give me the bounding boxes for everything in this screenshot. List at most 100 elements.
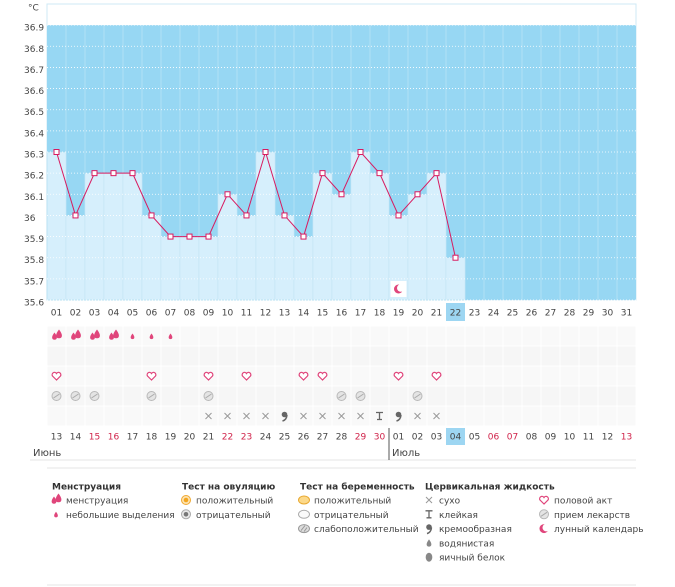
cell	[122, 365, 143, 387]
y-tick-label: 35.9	[24, 235, 44, 245]
point	[53, 149, 60, 155]
heart-icon	[298, 371, 309, 381]
creamy-icon	[282, 414, 288, 422]
x-tick-label: 11	[241, 309, 252, 319]
drop-icon	[54, 511, 58, 518]
date-label: 01	[393, 433, 404, 443]
cell	[312, 325, 333, 347]
point	[186, 233, 193, 240]
date-label: 23	[241, 433, 252, 443]
point	[148, 212, 155, 219]
drop-icon	[52, 332, 57, 340]
x-tick-label: 23	[469, 309, 480, 319]
x-tick-label: 15	[317, 309, 328, 319]
y-tick-label: 36.9	[24, 24, 44, 34]
cell	[350, 325, 371, 347]
legend-label: положительный	[196, 497, 273, 507]
cell	[407, 345, 428, 367]
cell	[274, 365, 295, 387]
x-tick-label: 03	[89, 309, 100, 319]
legend-label: менструация	[66, 497, 128, 507]
cell	[369, 345, 390, 367]
heart-icon	[317, 371, 328, 381]
cell	[597, 365, 618, 387]
creamy-icon	[426, 524, 432, 530]
legend-label: отрицательный	[196, 511, 271, 521]
cell	[331, 345, 352, 367]
point	[376, 170, 383, 177]
cell	[122, 345, 143, 367]
cell	[236, 345, 257, 367]
cell	[445, 345, 466, 367]
cell	[445, 365, 466, 387]
cell	[84, 345, 105, 367]
y-tick-label: 36	[24, 214, 36, 224]
pr-neg-icon	[298, 509, 310, 519]
bar	[160, 236, 181, 301]
date-label: 09	[545, 433, 557, 443]
cell	[597, 325, 618, 347]
legend-label: клейкая	[439, 511, 478, 521]
y-tick-label: 36.6	[24, 87, 44, 97]
x-tick-label: 31	[621, 309, 632, 319]
x-tick-label: 05	[127, 309, 138, 319]
drop-icon	[130, 333, 135, 340]
legend-label: положительный	[314, 497, 391, 507]
y-tick-label: 36.1	[24, 193, 44, 203]
date-label: 14	[70, 433, 82, 443]
dry-icon	[224, 412, 231, 420]
cell	[578, 365, 599, 387]
point	[300, 233, 307, 240]
point	[91, 170, 98, 177]
pill-icon	[72, 393, 79, 399]
cell	[559, 385, 580, 407]
bar	[293, 236, 314, 301]
x-tick-label: 14	[298, 309, 310, 319]
date-label: 17	[127, 433, 138, 443]
point	[243, 212, 250, 219]
date-label: 05	[469, 433, 480, 443]
date-label: 16	[108, 433, 120, 443]
date-label: 07	[507, 433, 518, 443]
cell	[540, 365, 561, 387]
creamy-icon	[395, 411, 402, 418]
legend-label: водянистая	[439, 539, 494, 549]
x-tick-label: 25	[507, 309, 518, 319]
dry-icon	[433, 412, 440, 420]
cell	[407, 325, 428, 347]
x-tick-label: 04	[108, 309, 120, 319]
cell	[407, 365, 428, 387]
point	[72, 212, 79, 219]
date-label: 08	[526, 433, 538, 443]
cell	[464, 365, 485, 387]
cell	[160, 345, 181, 367]
cell	[141, 405, 162, 427]
cell	[179, 345, 200, 367]
legend-label: половой акт	[554, 497, 612, 507]
cell	[483, 385, 504, 407]
x-tick-label: 30	[602, 309, 614, 319]
cell	[445, 385, 466, 407]
dry-icon	[319, 412, 326, 420]
drop-icon	[55, 493, 62, 503]
x-tick-label: 29	[583, 309, 595, 319]
cell	[217, 385, 238, 407]
pill-icon	[338, 393, 345, 399]
point	[357, 149, 364, 155]
x-tick-label: 24	[488, 309, 500, 319]
x-tick-label: 18	[374, 309, 386, 319]
date-label: 12	[602, 433, 613, 443]
highlight	[446, 303, 465, 321]
x-tick-label: 22	[450, 309, 461, 319]
legend-label: сухо	[439, 497, 461, 507]
date-label: 02	[412, 433, 423, 443]
cell	[616, 385, 637, 407]
dry-icon	[243, 412, 250, 420]
cell	[578, 325, 599, 347]
x-tick-label: 02	[70, 309, 81, 319]
cell	[540, 405, 561, 427]
ov-neg-icon	[183, 512, 189, 517]
cell	[483, 405, 504, 427]
cell	[464, 385, 485, 407]
cell	[521, 385, 542, 407]
